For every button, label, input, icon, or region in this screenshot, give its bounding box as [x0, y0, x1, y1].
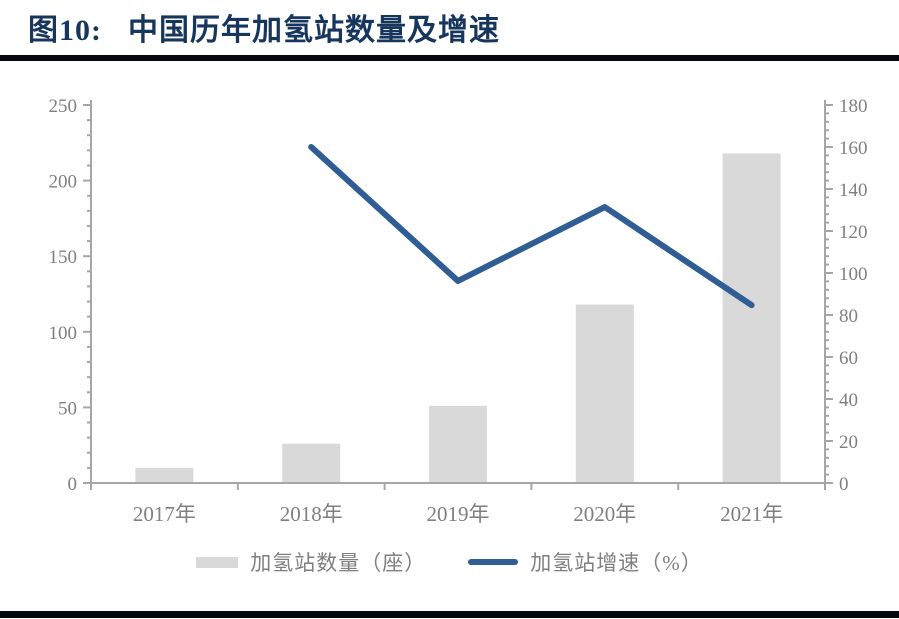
tick-label: 0: [839, 474, 849, 495]
tick-label: 100: [49, 323, 78, 344]
chart-legend: 加氢站数量（座） 加氢站增速（%）: [0, 547, 899, 577]
figure-label: 图10:: [28, 14, 102, 47]
tick-label: 150: [49, 247, 78, 268]
tick-label: 200: [49, 172, 78, 193]
bar-2019年: [429, 405, 487, 483]
tick-label: 40: [839, 390, 858, 411]
tick-label: 2018年: [280, 502, 343, 526]
tick-label: 80: [839, 306, 858, 327]
tick-label: 180: [839, 96, 868, 117]
axes: 0 50 100 150 200 250 0 20 40 60 80 100 120 140 160 180 2…: [49, 96, 868, 526]
bar-2017年: [135, 467, 194, 483]
tick-label: 50: [58, 398, 77, 419]
tick-label: 20: [839, 432, 858, 453]
bar-series-swatch: [196, 556, 239, 568]
line-series-swatch: [468, 559, 519, 565]
top-divider: [0, 55, 899, 61]
tick-label: 120: [839, 222, 868, 243]
figure-header: 图10: 中国历年加氢站数量及增速: [28, 4, 500, 50]
tick-label: 2020年: [573, 502, 636, 526]
tick-label: 2017年: [133, 502, 196, 526]
tick-label: 250: [49, 96, 78, 117]
legend-label-growth-rate: 加氢站增速（%）: [530, 551, 703, 575]
tick-label: 2021年: [720, 502, 783, 526]
tick-label: 2019年: [427, 502, 490, 526]
figure-title: 中国历年加氢站数量及增速: [128, 14, 500, 47]
tick-label: 0: [68, 474, 78, 495]
bar-2018年: [282, 443, 341, 483]
bottom-divider: [0, 611, 899, 618]
legend-item-station-count: 加氢站数量（座）: [196, 547, 426, 577]
bar-2020年: [575, 304, 634, 483]
tick-label: 160: [839, 138, 868, 159]
tick-label: 140: [839, 180, 868, 201]
tick-label: 100: [839, 264, 868, 285]
legend-label-station-count: 加氢站数量（座）: [250, 551, 427, 575]
legend-item-growth-rate: 加氢站增速（%）: [468, 547, 703, 577]
tick-label: 60: [839, 348, 858, 369]
plot-area: 0 50 100 150 200 250 0 20 40 60 80 100 120 140 160 180 2…: [49, 96, 868, 526]
bar-2021年: [722, 153, 781, 483]
growth-rate-line: [308, 144, 755, 309]
